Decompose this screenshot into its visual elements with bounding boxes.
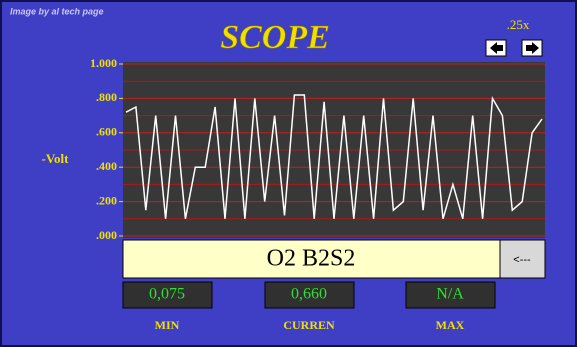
readout-value: 0,075 (149, 286, 185, 303)
readout-label: MAX (436, 318, 465, 332)
readout-value: N/A (436, 286, 464, 303)
readout-label: CURREN (283, 318, 335, 332)
zoom-in-button[interactable] (521, 39, 543, 57)
left-arrow[interactable] (490, 42, 503, 54)
readout-box (405, 281, 496, 309)
sensor-label: O2 B2S2 (267, 246, 356, 272)
y-tick-label: .200 (96, 193, 117, 207)
y-tick-label: .400 (96, 159, 117, 173)
back-button[interactable]: <--- (499, 239, 546, 279)
sensor-box (122, 239, 501, 279)
y-tick-label: .600 (96, 125, 117, 139)
y-axis-label: -Volt (42, 151, 70, 166)
zoom-out-button[interactable] (485, 39, 507, 57)
zoom-label: .25x (507, 17, 530, 32)
readout-box (264, 281, 355, 309)
readout-label: MIN (155, 318, 180, 332)
waveform (125, 94, 543, 220)
button-face[interactable] (499, 239, 546, 279)
right-arrow[interactable] (526, 42, 539, 54)
readout-box (122, 281, 213, 309)
watermark: Image by al tech page (10, 6, 104, 16)
back-label[interactable]: <--- (513, 254, 531, 266)
readout-value: 0,660 (291, 286, 327, 303)
title: SCOPE (220, 19, 330, 56)
y-tick-label: .800 (96, 90, 117, 104)
y-tick-label: .000 (96, 228, 117, 242)
y-tick-label: 1.000 (90, 56, 117, 70)
